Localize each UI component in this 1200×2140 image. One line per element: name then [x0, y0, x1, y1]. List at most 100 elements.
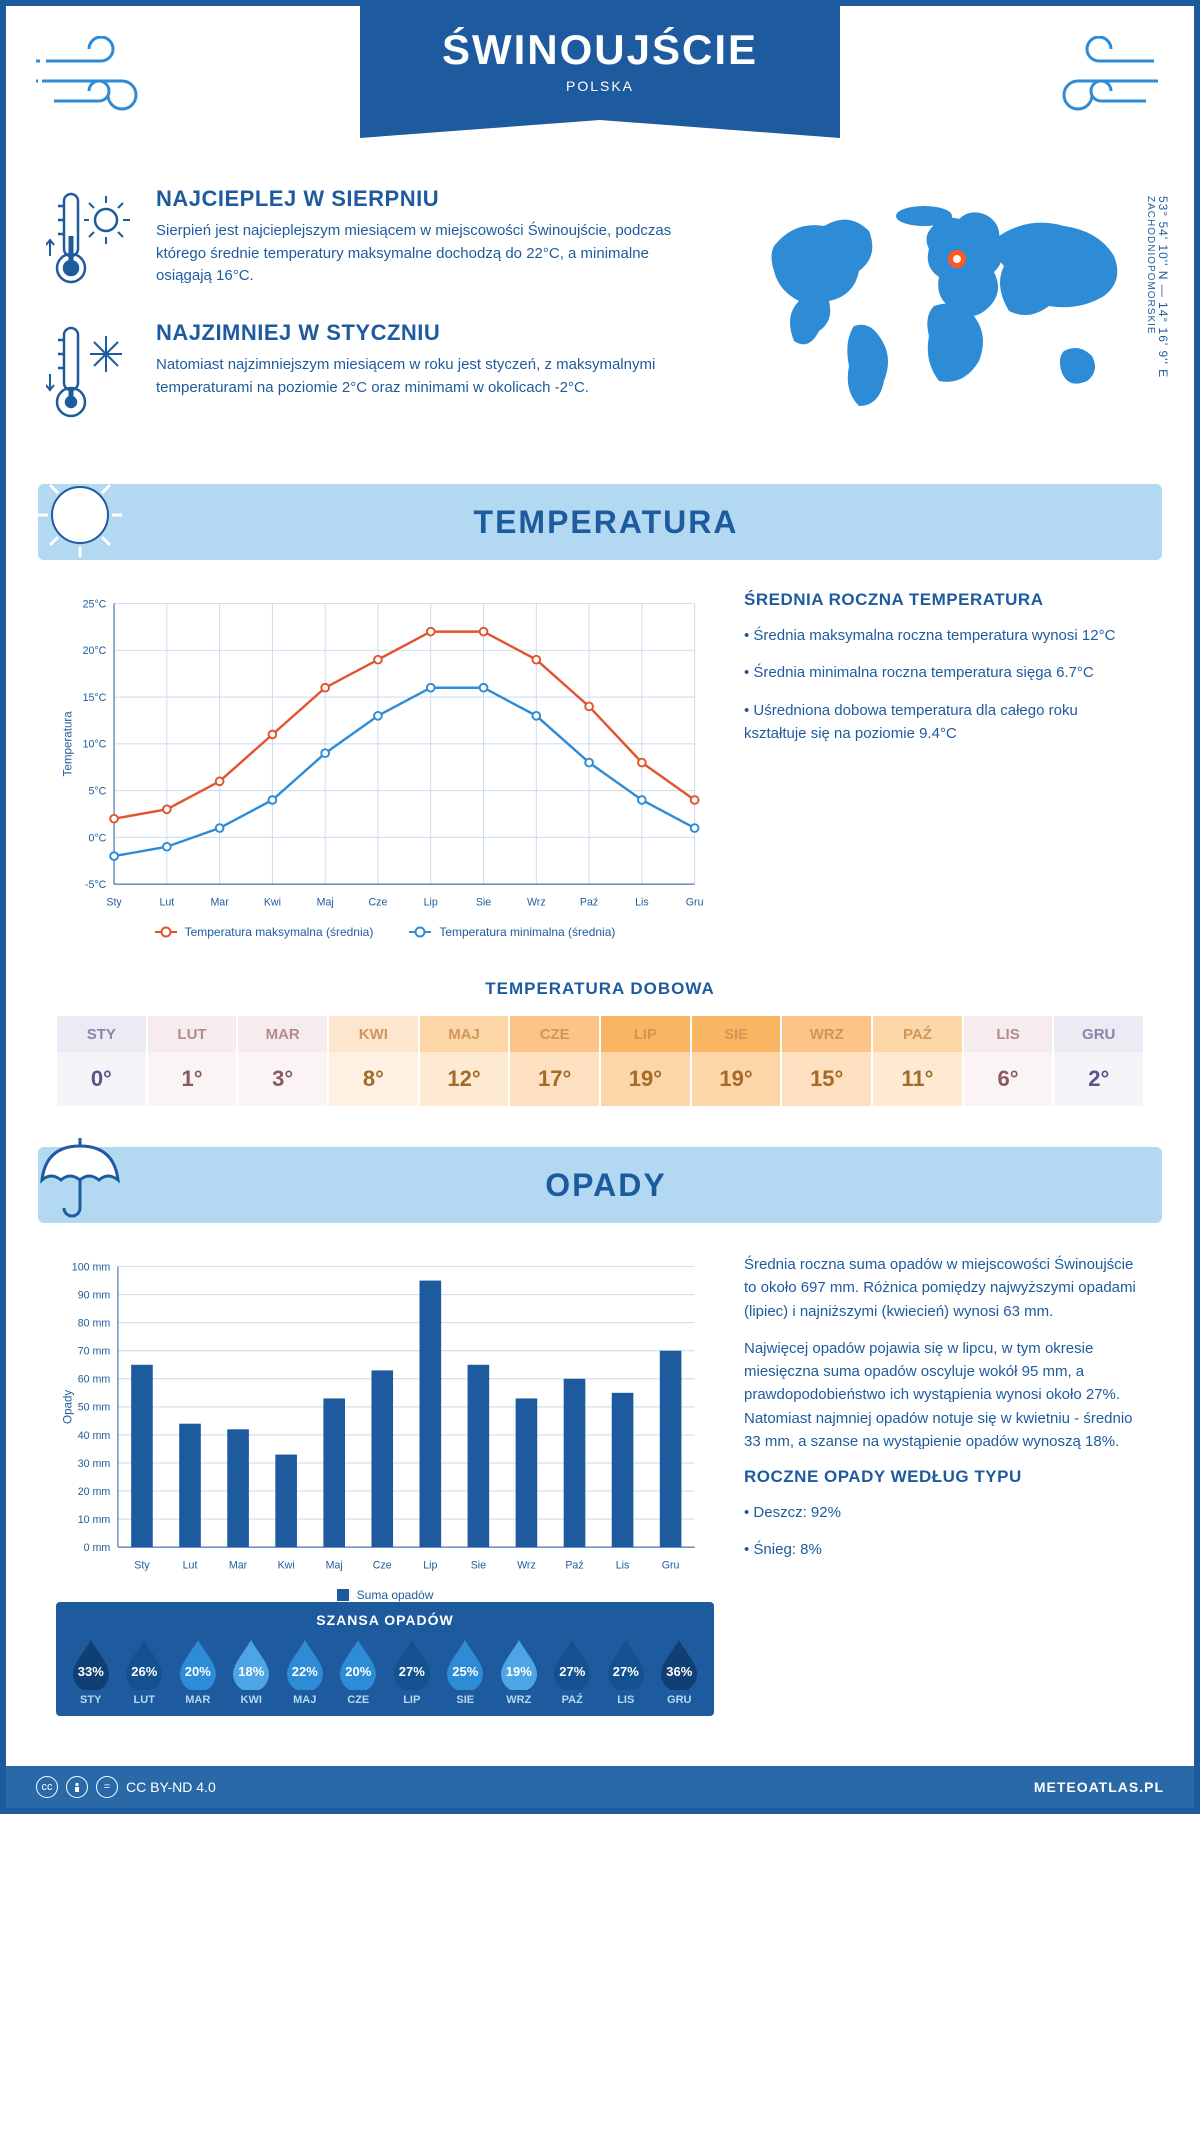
svg-text:Gru: Gru [662, 1559, 680, 1571]
svg-text:20°C: 20°C [83, 645, 107, 657]
wind-icon [36, 36, 176, 126]
thermometer-snow-icon [46, 320, 136, 430]
header: ŚWINOUJŚCIE POLSKA [6, 6, 1194, 166]
temp-cell: SIE19° [691, 1015, 782, 1107]
temp-bullet: • Uśredniona dobowa temperatura dla całe… [744, 699, 1144, 746]
temp-cell: PAŹ11° [872, 1015, 963, 1107]
svg-text:Paź: Paź [565, 1559, 583, 1571]
thermometer-sun-icon [46, 186, 136, 296]
svg-text:Gru: Gru [686, 896, 704, 908]
temp-cell: KWI8° [328, 1015, 419, 1107]
precip-bar-chart: 0 mm10 mm20 mm30 mm40 mm50 mm60 mm70 mm8… [56, 1253, 714, 1582]
precip-row: 0 mm10 mm20 mm30 mm40 mm50 mm60 mm70 mm8… [6, 1243, 1194, 1766]
svg-text:20 mm: 20 mm [78, 1486, 111, 1498]
svg-text:Mar: Mar [210, 896, 229, 908]
chance-drop: 22%MAJ [278, 1638, 332, 1706]
chance-drop: 27%LIP [385, 1638, 439, 1706]
temperature-chart: -5°C0°C5°C10°C15°C20°C25°CStyLutMarKwiMa… [56, 590, 714, 939]
precip-type-heading: ROCZNE OPADY WEDŁUG TYPU [744, 1467, 1144, 1487]
temp-cell: STY0° [56, 1015, 147, 1107]
svg-text:Opady: Opady [61, 1390, 74, 1424]
precip-title: OPADY [50, 1167, 1162, 1204]
license-block: cc = CC BY-ND 4.0 [36, 1776, 216, 1798]
svg-text:Sie: Sie [476, 896, 491, 908]
svg-text:0°C: 0°C [88, 832, 106, 844]
chance-drop: 26%LUT [118, 1638, 172, 1706]
svg-text:-5°C: -5°C [85, 879, 107, 891]
city-name: ŚWINOUJŚCIE [360, 26, 840, 74]
temp-cell: LUT1° [147, 1015, 238, 1107]
temp-cell: GRU2° [1053, 1015, 1144, 1107]
avg-temp-heading: ŚREDNIA ROCZNA TEMPERATURA [744, 590, 1144, 610]
map-col: 53° 54' 10'' N — 14° 16' 9'' E ZACHODNIO… [734, 186, 1154, 454]
precip-p2: Najwięcej opadów pojawia się w lipcu, w … [744, 1337, 1144, 1453]
chance-drop: 18%KWI [225, 1638, 279, 1706]
svg-text:Kwi: Kwi [264, 896, 281, 908]
svg-text:Sty: Sty [134, 1559, 150, 1571]
svg-text:25°C: 25°C [83, 598, 107, 610]
precip-p1: Średnia roczna suma opadów w miejscowośc… [744, 1253, 1144, 1323]
svg-text:Wrz: Wrz [527, 896, 546, 908]
svg-text:60 mm: 60 mm [78, 1374, 111, 1386]
precip-section-header: OPADY [38, 1147, 1162, 1223]
daily-temp-title: TEMPERATURA DOBOWA [6, 979, 1194, 999]
temp-bullet: • Średnia minimalna roczna temperatura s… [744, 661, 1144, 684]
precip-bullet: • Deszcz: 92% [744, 1501, 1144, 1524]
svg-text:Lip: Lip [424, 896, 438, 908]
temp-cell: LIS6° [963, 1015, 1054, 1107]
temp-cell: MAR3° [237, 1015, 328, 1107]
footer: cc = CC BY-ND 4.0 METEOATLAS.PL [6, 1766, 1194, 1808]
warmest-block: NAJCIEPLEJ W SIERPNIU Sierpień jest najc… [46, 186, 704, 296]
warmest-title: NAJCIEPLEJ W SIERPNIU [156, 186, 704, 212]
precip-legend-label: Suma opadów [357, 1588, 434, 1602]
temperature-title: TEMPERATURA [50, 504, 1162, 541]
svg-text:Lis: Lis [635, 896, 649, 908]
svg-text:Temperatura: Temperatura [61, 711, 74, 777]
chance-drop: 27%LIS [599, 1638, 653, 1706]
temp-cell: CZE17° [509, 1015, 600, 1107]
title-banner: ŚWINOUJŚCIE POLSKA [360, 6, 840, 120]
svg-text:50 mm: 50 mm [78, 1402, 111, 1414]
svg-text:Sty: Sty [106, 896, 122, 908]
site-name: METEOATLAS.PL [1034, 1779, 1164, 1795]
svg-text:Lut: Lut [183, 1559, 198, 1571]
precip-chance-box: SZANSA OPADÓW 33%STY26%LUT20%MAR18%KWI22… [56, 1602, 714, 1716]
cc-icon: cc [36, 1776, 58, 1798]
temperature-legend: Temperatura maksymalna (średnia) Tempera… [56, 925, 714, 939]
svg-text:10°C: 10°C [83, 739, 107, 751]
chance-drop: 20%CZE [332, 1638, 386, 1706]
chance-drop: 33%STY [64, 1638, 118, 1706]
svg-text:Sie: Sie [471, 1559, 486, 1571]
svg-text:80 mm: 80 mm [78, 1318, 111, 1330]
svg-text:Paź: Paź [580, 896, 598, 908]
coordinates-label: 53° 54' 10'' N — 14° 16' 9'' E [1156, 196, 1170, 378]
temperature-summary: ŚREDNIA ROCZNA TEMPERATURA • Średnia mak… [744, 590, 1144, 939]
precip-chart-col: 0 mm10 mm20 mm30 mm40 mm50 mm60 mm70 mm8… [56, 1253, 714, 1736]
legend-max-label: Temperatura maksymalna (średnia) [185, 925, 374, 939]
svg-text:Maj: Maj [317, 896, 334, 908]
chance-drop: 27%PAŹ [546, 1638, 600, 1706]
chance-drop: 19%WRZ [492, 1638, 546, 1706]
wind-icon [1024, 36, 1164, 126]
temp-cell: LIP19° [600, 1015, 691, 1107]
svg-text:Lut: Lut [159, 896, 174, 908]
svg-text:30 mm: 30 mm [78, 1458, 111, 1470]
page: ŚWINOUJŚCIE POLSKA NAJCIEPLEJ W SIERPNIU [0, 0, 1200, 1814]
temp-cell: MAJ12° [419, 1015, 510, 1107]
chance-drop: 25%SIE [439, 1638, 493, 1706]
svg-text:Mar: Mar [229, 1559, 248, 1571]
svg-text:15°C: 15°C [83, 692, 107, 704]
temp-cell: WRZ15° [781, 1015, 872, 1107]
chance-title: SZANSA OPADÓW [64, 1612, 706, 1628]
precip-summary: Średnia roczna suma opadów w miejscowośc… [744, 1253, 1144, 1736]
temperature-row: -5°C0°C5°C10°C15°C20°C25°CStyLutMarKwiMa… [6, 580, 1194, 969]
svg-text:40 mm: 40 mm [78, 1430, 111, 1442]
svg-text:Cze: Cze [373, 1559, 392, 1571]
warmest-text: Sierpień jest najcieplejszym miesiącem w… [156, 220, 704, 288]
legend-min-label: Temperatura minimalna (średnia) [439, 925, 615, 939]
precip-bullet: • Śnieg: 8% [744, 1538, 1144, 1561]
svg-text:70 mm: 70 mm [78, 1346, 111, 1358]
coldest-title: NAJZIMNIEJ W STYCZNIU [156, 320, 704, 346]
svg-text:Maj: Maj [326, 1559, 343, 1571]
svg-text:Lis: Lis [616, 1559, 630, 1571]
